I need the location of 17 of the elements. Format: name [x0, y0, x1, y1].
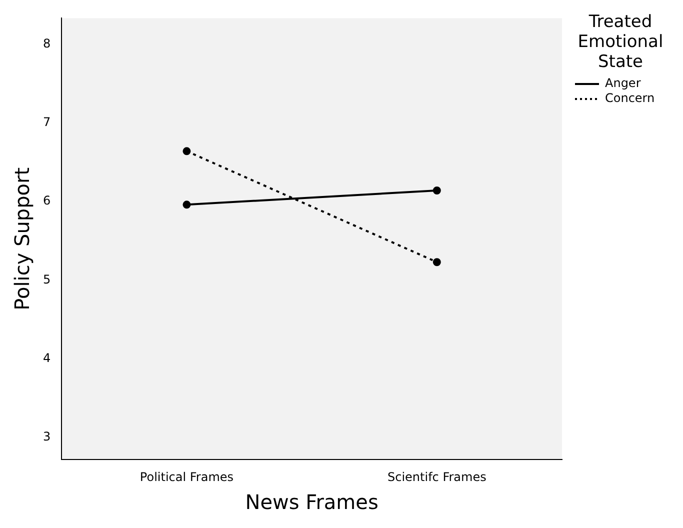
point: [432, 186, 441, 195]
point: [432, 258, 441, 266]
y-axis-title: Policy Support: [10, 167, 34, 310]
point: [182, 147, 191, 156]
x-tick-label: Political Frames: [140, 470, 234, 484]
y-tick-label: 8: [42, 36, 51, 50]
y-tick-label: 4: [42, 351, 51, 366]
y-tick-label: 6: [42, 194, 51, 208]
x-tick-label: Scientifc Frames: [387, 470, 486, 484]
y-tick-label: 3: [42, 430, 51, 444]
y-tick-label: 7: [42, 114, 51, 129]
legend-title: Treated Emotional State: [576, 12, 664, 72]
legend-label: Anger: [605, 76, 641, 91]
point: [182, 200, 191, 209]
y-tick-label: 5: [42, 272, 51, 286]
legend-label: Concern: [605, 91, 655, 106]
x-axis-title: News Frames: [245, 490, 378, 514]
